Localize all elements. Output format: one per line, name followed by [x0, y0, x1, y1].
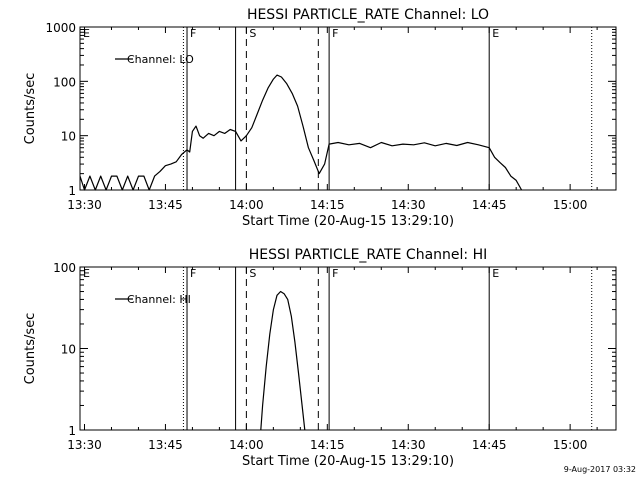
y-axis-label: Counts/sec — [23, 73, 38, 145]
y-tick-label: 1 — [68, 184, 76, 198]
x-tick-label: 13:45 — [148, 438, 183, 452]
event-marker-label: E — [83, 267, 90, 280]
plot-frame — [79, 266, 617, 431]
y-axis-label: Counts/sec — [23, 313, 38, 385]
y-tick-label: 100 — [53, 75, 76, 89]
event-marker-label: S — [249, 27, 256, 40]
event-marker-label: E — [492, 267, 499, 280]
chart-panel-lo: HESSI PARTICLE_RATE Channel: LO 13:30 13:4… — [23, 7, 617, 229]
legend-label: Channel: HI — [127, 293, 191, 306]
x-tick-label: 13:30 — [67, 438, 102, 452]
event-marker-label: F — [190, 27, 196, 40]
x-tick-label: 14:00 — [229, 438, 264, 452]
x-tick-label: 13:30 — [67, 198, 102, 212]
x-axis-label: Start Time (20-Aug-15 13:29:10) — [242, 454, 454, 469]
x-tick-label: 14:00 — [229, 198, 264, 212]
event-marker-label: E — [492, 27, 499, 40]
x-axis-label: Start Time (20-Aug-15 13:29:10) — [242, 214, 454, 229]
x-tick-label: 15:00 — [553, 438, 588, 452]
chart-panel-hi: HESSI PARTICLE_RATE Channel: HI 13:30 13:4… — [23, 247, 617, 469]
chart-title: HESSI PARTICLE_RATE Channel: HI — [249, 247, 487, 263]
x-tick-label: 14:45 — [472, 198, 507, 212]
x-tick-label: 14:30 — [391, 198, 426, 212]
y-tick-label: 10 — [61, 343, 76, 357]
event-marker-label: S — [249, 267, 256, 280]
plot-frame — [79, 26, 617, 191]
event-marker-label: F — [332, 267, 338, 280]
x-tick-label: 14:15 — [310, 198, 345, 212]
chart-title: HESSI PARTICLE_RATE Channel: LO — [247, 7, 489, 23]
series-line — [79, 74, 523, 191]
event-marker-label: F — [190, 267, 196, 280]
y-tick-label: 1 — [68, 424, 76, 438]
x-tick-label: 15:00 — [553, 198, 588, 212]
y-tick-label: 1000 — [45, 21, 76, 35]
series-line — [260, 290, 306, 431]
x-tick-label: 14:45 — [472, 438, 507, 452]
legend-label: Channel: LO — [127, 53, 194, 66]
event-marker-label: E — [83, 27, 90, 40]
x-tick-label: 14:15 — [310, 438, 345, 452]
event-marker-label: F — [332, 27, 338, 40]
y-tick-label: 100 — [53, 261, 76, 275]
x-tick-label: 13:45 — [148, 198, 183, 212]
x-tick-label: 14:30 — [391, 438, 426, 452]
y-tick-label: 10 — [61, 130, 76, 144]
footer-date-stamp: 9-Aug-2017 03:32 — [564, 465, 636, 474]
